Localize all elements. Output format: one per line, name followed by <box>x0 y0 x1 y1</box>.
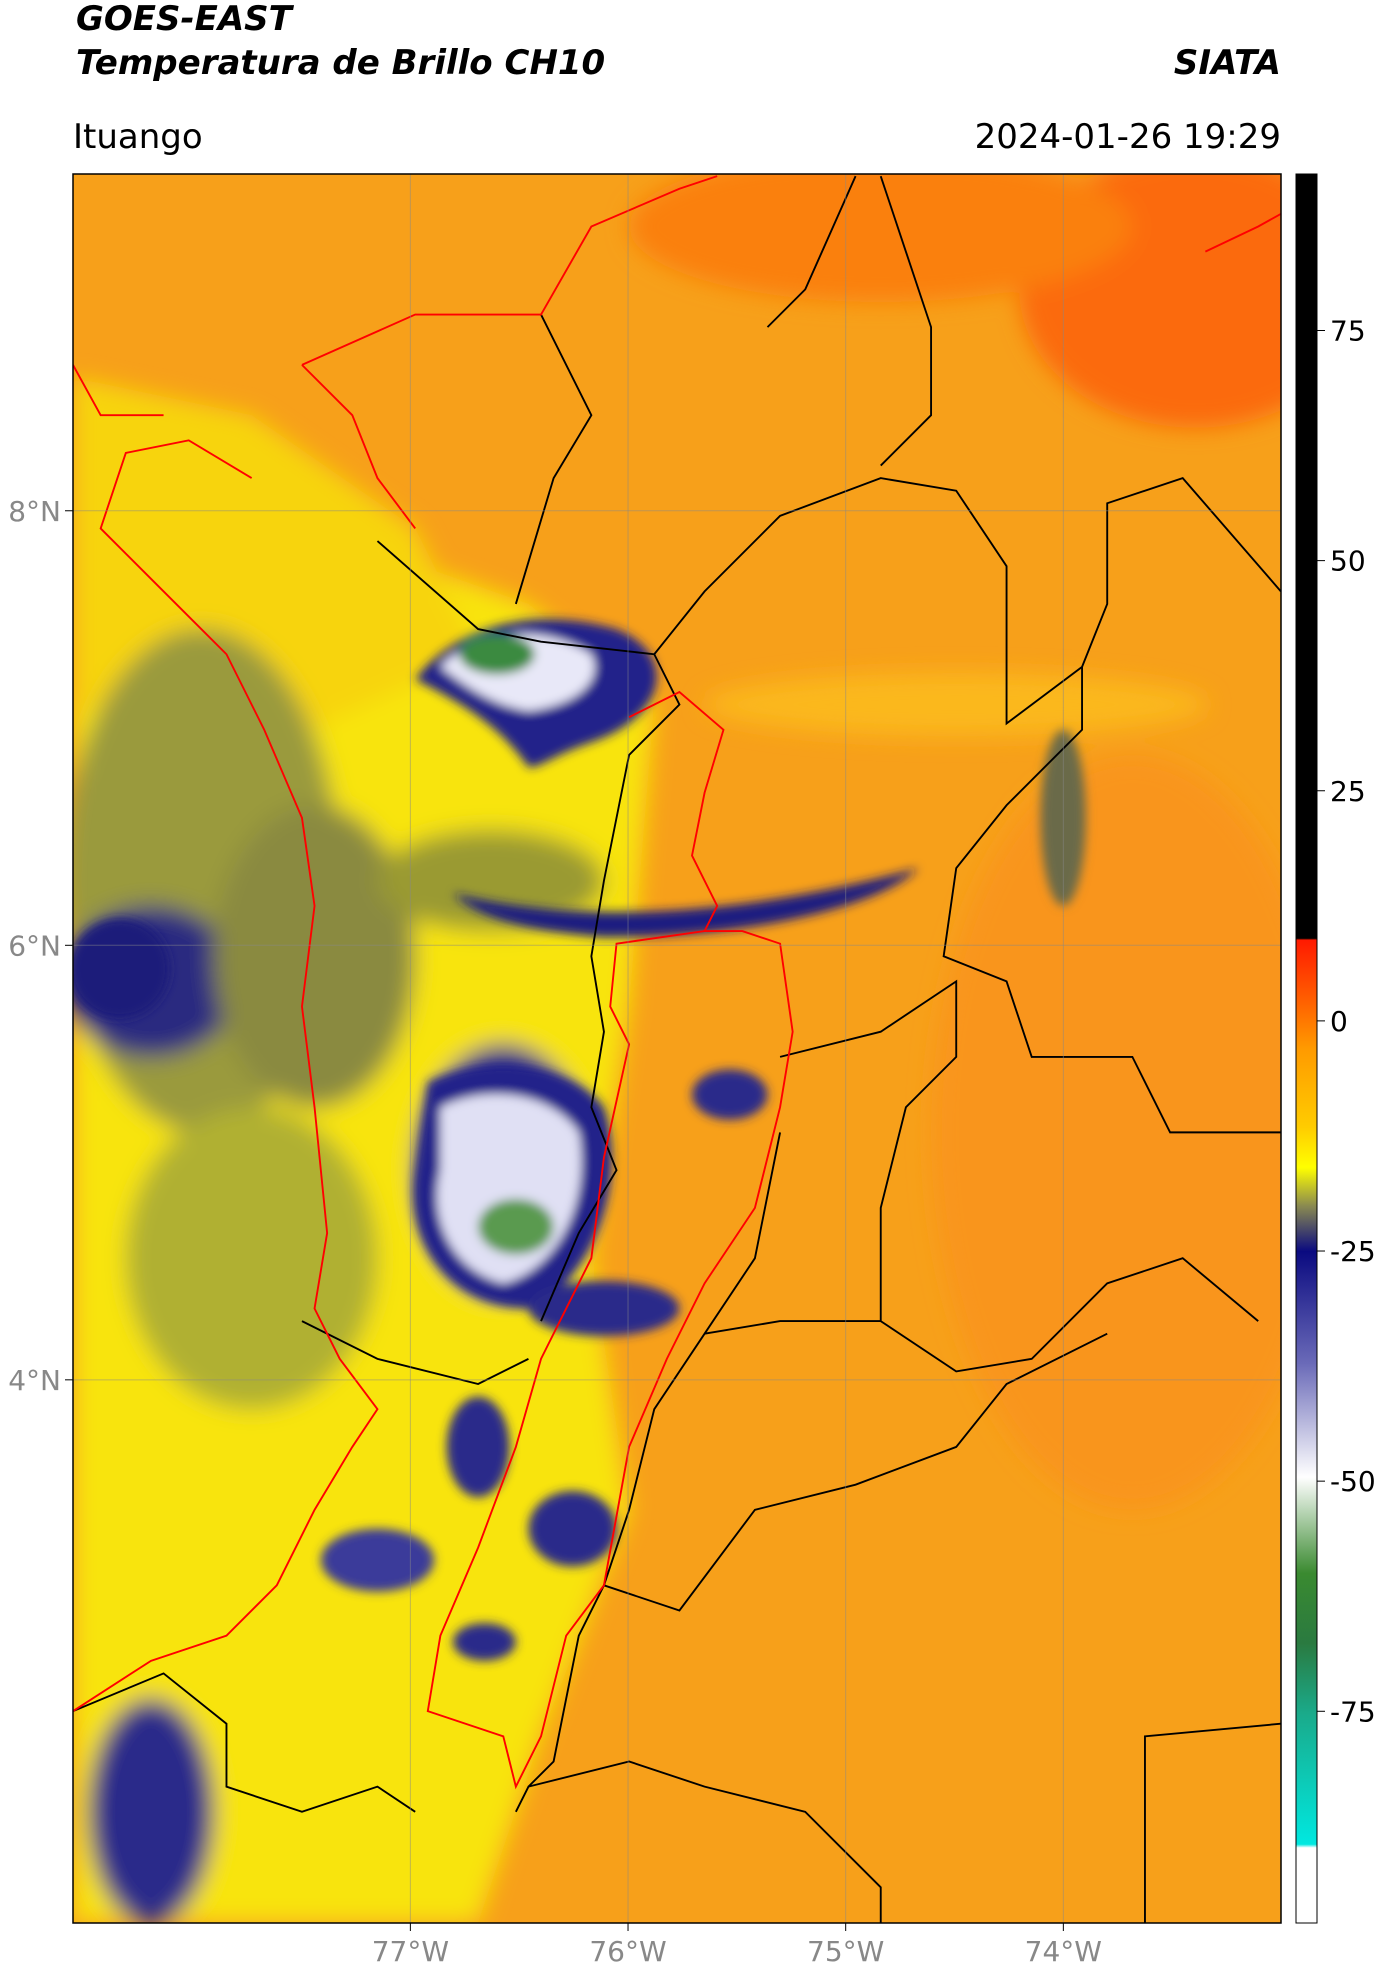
location: Ituango <box>73 117 203 157</box>
colorbar-tick-label: 25 <box>1330 775 1366 808</box>
map-frame <box>72 173 1282 1924</box>
title-line2: Temperatura de Brillo CH10 <box>76 43 605 83</box>
x-tick-label: 76°W <box>589 1935 666 1968</box>
title-line1: GOES-EAST <box>76 0 295 39</box>
map-image <box>73 174 1281 1923</box>
datetime: 2024-01-26 19:29 <box>975 117 1281 157</box>
colorbar-tick-label: 75 <box>1330 314 1366 347</box>
colorbar-tick-label: -25 <box>1330 1235 1376 1268</box>
colorbar-tick-label: 50 <box>1330 545 1366 578</box>
organization: SIATA <box>1174 43 1281 83</box>
x-tick-label: 75°W <box>807 1935 884 1968</box>
colorbar-tick-label: -50 <box>1330 1465 1376 1498</box>
y-tick-label: 6°N <box>8 929 61 962</box>
colorbar-tick-label: 0 <box>1330 1005 1348 1038</box>
colorbar <box>1295 173 1318 1924</box>
y-tick-label: 4°N <box>8 1364 61 1397</box>
grid <box>73 174 1281 1923</box>
y-tick-label: 8°N <box>8 495 61 528</box>
colorbar-tick-label: -75 <box>1330 1695 1376 1728</box>
x-tick-label: 77°W <box>372 1935 449 1968</box>
x-tick-label: 74°W <box>1025 1935 1102 1968</box>
